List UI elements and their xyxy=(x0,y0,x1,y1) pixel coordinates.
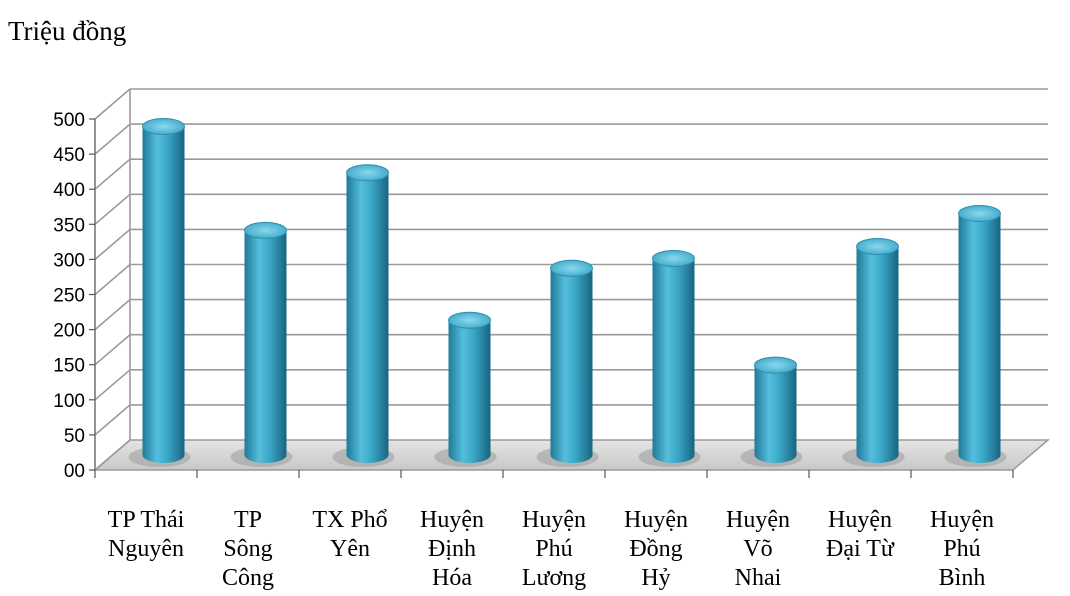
x-tick-label: Huyện Võ Nhai xyxy=(726,507,790,591)
y-tick-label: 400 xyxy=(53,180,85,201)
x-tick-label-line: Lương xyxy=(522,565,586,591)
bar-top xyxy=(754,356,797,374)
x-tick-label-line: Hỷ xyxy=(641,565,670,591)
y-tick-label: 350 xyxy=(53,215,85,236)
side-gridline xyxy=(94,369,131,401)
x-tick-label-line: Công xyxy=(222,565,274,591)
bar xyxy=(332,164,395,467)
bar-body xyxy=(550,268,593,463)
bar-body xyxy=(142,126,185,463)
y-axis-title: Triệu đồng xyxy=(8,16,126,46)
y-tick-label: 250 xyxy=(53,286,85,307)
y-tick-label: 150 xyxy=(53,356,85,377)
x-tick-label: Huyện Định Hóa xyxy=(420,507,484,591)
bar xyxy=(434,311,497,467)
bar-body xyxy=(856,246,899,463)
x-tick-label: TP Sông Công xyxy=(222,507,274,591)
side-gridline xyxy=(94,123,131,155)
x-tick-label: Huyện Phú Bình xyxy=(930,507,994,591)
x-tick-label-line: Đại Từ xyxy=(826,536,895,562)
bar xyxy=(536,259,599,467)
x-tick-label: Huyện Phú Lương xyxy=(522,507,586,591)
bar-top xyxy=(856,238,899,256)
side-gridline xyxy=(94,298,131,331)
bar-body xyxy=(244,230,287,463)
bar xyxy=(740,356,803,467)
y-tick-label: 450 xyxy=(53,145,85,166)
x-tick-label-line: TX Phổ xyxy=(312,507,387,533)
x-tick-label-line: Phú xyxy=(943,536,980,562)
x-tick-label-line: Sông xyxy=(223,536,272,562)
bar-top xyxy=(652,249,695,267)
x-tick-label: Huyện Đại Từ xyxy=(826,507,895,562)
bar-top xyxy=(958,205,1001,223)
bar-top xyxy=(448,311,491,329)
side-gridline xyxy=(94,193,131,225)
x-tick-label-line: Đồng xyxy=(629,536,682,562)
bar-body xyxy=(652,258,695,463)
y-tick-label: 100 xyxy=(53,391,85,412)
y-tick-label: 300 xyxy=(53,250,85,271)
x-tick-label-line: Định xyxy=(428,536,476,562)
x-tick-label-line: Hóa xyxy=(432,565,472,591)
side-gridline xyxy=(94,158,131,190)
y-tick-label: 200 xyxy=(53,321,85,342)
bar-body xyxy=(448,320,491,463)
x-tick-label: TX Phổ Yên xyxy=(312,507,387,562)
x-tick-label-line: Huyện xyxy=(420,507,484,533)
bar xyxy=(638,249,701,467)
bar-body xyxy=(958,213,1001,463)
bar-top xyxy=(142,117,185,135)
bar xyxy=(944,205,1007,467)
x-tick-label-line: Huyện xyxy=(828,507,892,533)
x-tick-label-line: Bình xyxy=(939,565,986,591)
x-tick-label-line: Phú xyxy=(535,536,572,562)
bar-top xyxy=(346,164,389,182)
bar-top xyxy=(244,221,287,239)
bar-body xyxy=(754,365,797,463)
x-tick-label: TP Thái Nguyên xyxy=(108,507,185,562)
side-gridline xyxy=(94,439,131,471)
side-gridline xyxy=(94,404,131,436)
bar-body xyxy=(346,172,389,463)
y-tick-label: 50 xyxy=(64,426,85,447)
x-tick-label-line: Yên xyxy=(330,536,370,562)
y-tick-label: 00 xyxy=(64,461,85,482)
x-tick-label: Huyện Đồng Hỷ xyxy=(624,507,688,591)
bar xyxy=(842,238,905,467)
x-tick-label-line: Nhai xyxy=(735,565,782,591)
x-tick-label-line: TP Thái xyxy=(108,507,185,533)
bar-top xyxy=(550,259,593,277)
x-tick-label-line: Huyện xyxy=(726,507,790,533)
side-gridline xyxy=(94,228,131,261)
bar xyxy=(128,117,191,467)
y-tick-label: 500 xyxy=(53,110,85,131)
side-gridline xyxy=(94,88,131,120)
x-tick-label-line: Võ xyxy=(743,536,772,562)
x-tick-label-line: Huyện xyxy=(624,507,688,533)
x-tick-label-line: Huyện xyxy=(930,507,994,533)
x-tick-label-line: TP xyxy=(234,507,262,533)
x-tick-label-line: Huyện xyxy=(522,507,586,533)
bar xyxy=(230,221,293,467)
side-gridline xyxy=(94,334,131,366)
side-gridline xyxy=(94,263,131,296)
x-tick-label-line: Nguyên xyxy=(108,536,184,562)
